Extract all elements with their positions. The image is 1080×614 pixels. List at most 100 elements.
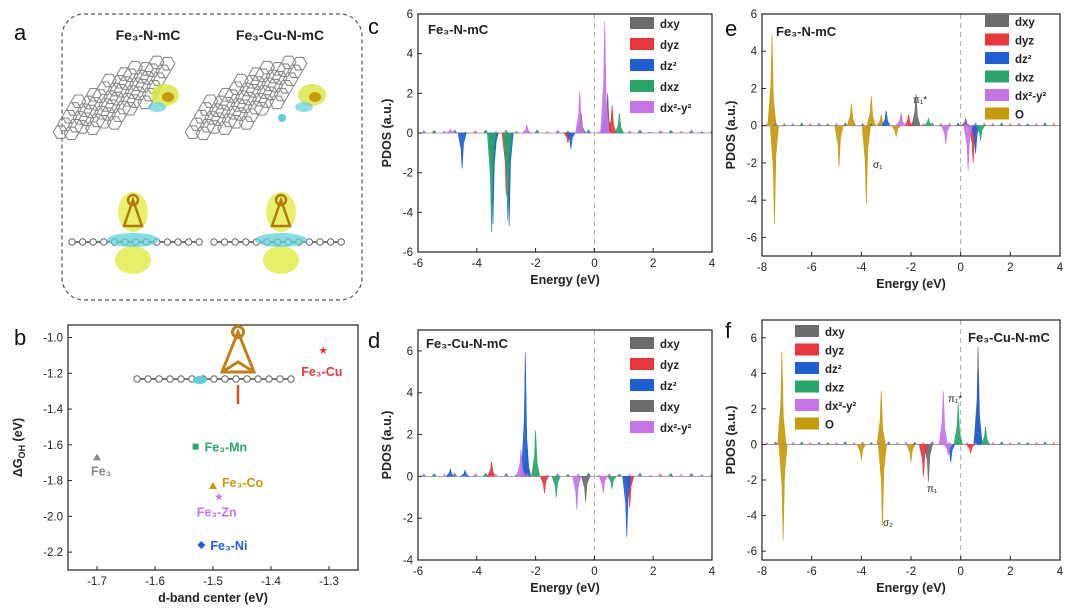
pdos-peak-dx2y2 <box>598 476 608 494</box>
x-tick-label-b: -1.6 <box>145 576 165 588</box>
pdos-noise-dx2y2 <box>689 130 694 133</box>
y-axis-label-unit: (eV) <box>11 418 25 445</box>
pdos-noise-dx2y2 <box>764 122 769 126</box>
carbon-atom <box>337 238 345 246</box>
y-tick-label: -2 <box>747 158 757 170</box>
y-tick-label: 2 <box>407 88 413 100</box>
y-tick-label: -2 <box>403 168 413 180</box>
inset-fe-atom <box>231 325 245 339</box>
pdos-noise-dxz <box>825 442 830 445</box>
carbon-ring <box>184 125 201 139</box>
plot-area-panel-d <box>418 330 712 560</box>
carbon-ring <box>206 120 222 134</box>
carbon-ring <box>61 109 78 124</box>
carbon-ring <box>291 56 308 71</box>
pdos-noise-dx2y2 <box>1043 124 1048 126</box>
carbon-ring <box>189 117 205 132</box>
legend-swatch <box>630 421 654 433</box>
data-point <box>192 443 199 450</box>
inset-carbon-atom <box>166 375 174 383</box>
fe3-triangle <box>122 196 144 228</box>
pdos-noise-dxz <box>431 473 437 477</box>
legend-label: dx²-y² <box>1015 91 1046 103</box>
legend-swatch <box>985 15 1009 27</box>
pdos-noise-dx2y2 <box>534 475 540 477</box>
peak-annotation: π₁* <box>948 394 962 405</box>
carbon-ring <box>159 56 176 71</box>
pdos-noise-dx2y2 <box>503 130 509 133</box>
pdos-noise-dx2y2 <box>799 125 804 126</box>
carbon-ring <box>92 89 108 103</box>
x-tick-label: 0 <box>591 566 597 578</box>
carbon-ring <box>271 71 288 85</box>
legend-label: dyz <box>825 346 844 358</box>
carbon-atom <box>78 238 87 246</box>
panel-a-structures: Fe₃-N-mC Fe₃-Cu-N-mC <box>52 13 363 301</box>
pdos-peak-O <box>834 125 844 167</box>
pdos-noise-O <box>782 441 787 445</box>
peak-annotation: π₁ <box>927 484 938 495</box>
pdos-peak-dz2 <box>622 476 632 538</box>
pdos-noise-O <box>895 441 900 445</box>
pdos-peak-dx2y2 <box>575 91 585 134</box>
pdos-noise-dx2y2 <box>524 472 530 477</box>
pdos-noise-dx2y2 <box>442 473 447 477</box>
legend-swatch <box>630 80 654 92</box>
y-tick-label: -2 <box>747 475 757 487</box>
y-tick-label: 4 <box>407 388 414 400</box>
pdos-noise-dx2y2 <box>782 124 787 126</box>
pdos-noise-dxz <box>825 124 830 126</box>
carbon-ring <box>66 102 82 116</box>
legend-label: dz² <box>660 381 677 393</box>
inset-carbon-atom <box>287 375 295 383</box>
y-tick-label-b: -2.2 <box>43 547 63 559</box>
x-tick-label: -8 <box>757 262 767 274</box>
y-tick-label: 6 <box>751 333 757 345</box>
pdos-noise-dx2y2 <box>596 474 602 477</box>
carbon-ring <box>78 112 95 126</box>
pdos-peak-dx2y2 <box>896 112 906 126</box>
x-tick-label: 2 <box>1007 566 1013 578</box>
carbon-ring <box>193 109 210 124</box>
pdos-noise-dx2y2 <box>973 442 978 445</box>
x-tick-label: 4 <box>1057 262 1064 274</box>
carbon-ring <box>106 116 123 130</box>
carbon-ring <box>241 91 258 106</box>
point-label: Fe₃-Co <box>222 476 264 490</box>
pdos-noise-dxz <box>843 441 848 445</box>
pdos-noise-dx2y2 <box>895 443 900 445</box>
pdos-noise-dx2y2 <box>904 441 909 445</box>
y-tick-label: 6 <box>407 346 413 358</box>
pdos-noise-dx2y2 <box>791 441 796 445</box>
plot-frame-panel-e <box>761 13 1061 257</box>
point-label: Fe₃-Zn <box>197 506 237 520</box>
legend-label: dz² <box>660 61 677 73</box>
pdos-noise-dx2y2 <box>791 122 796 126</box>
inset-carbon-atom <box>232 375 240 383</box>
x-axis-label: Energy (eV) <box>876 581 945 595</box>
pdos-noise-dx2y2 <box>555 130 561 133</box>
pdos-noise-dxz <box>483 129 488 133</box>
legend-swatch <box>985 33 1009 46</box>
pdos-noise-dxz <box>843 122 848 126</box>
charge-density-blob <box>263 246 299 274</box>
legend-label: dxy <box>825 327 845 339</box>
y-tick-label-b: -2.0 <box>43 511 63 523</box>
carbon-ring <box>236 99 253 114</box>
pdos-noise-dxz <box>956 122 961 126</box>
y-axis-label: PDOS (a.u.) <box>380 411 394 480</box>
pdos-noise-dxz <box>699 474 705 477</box>
pdos-peak-dxz <box>551 476 561 498</box>
pdos-noise-dx2y2 <box>973 123 978 126</box>
pdos-peak-dx2y2 <box>941 125 951 145</box>
y-tick-label: -4 <box>747 195 758 207</box>
pdos-noise-dx2y2 <box>808 442 813 445</box>
inset-carbon-atom <box>254 375 262 383</box>
pdos-peak-dx2y2 <box>938 391 948 445</box>
carbon-ring <box>282 72 299 86</box>
carbon-ring <box>113 84 130 98</box>
y-tick-label: 2 <box>407 430 413 442</box>
legend-label: dxz <box>660 82 679 94</box>
y-tick-label: -6 <box>747 232 757 244</box>
pdos-peak-dx2y2 <box>516 449 526 477</box>
